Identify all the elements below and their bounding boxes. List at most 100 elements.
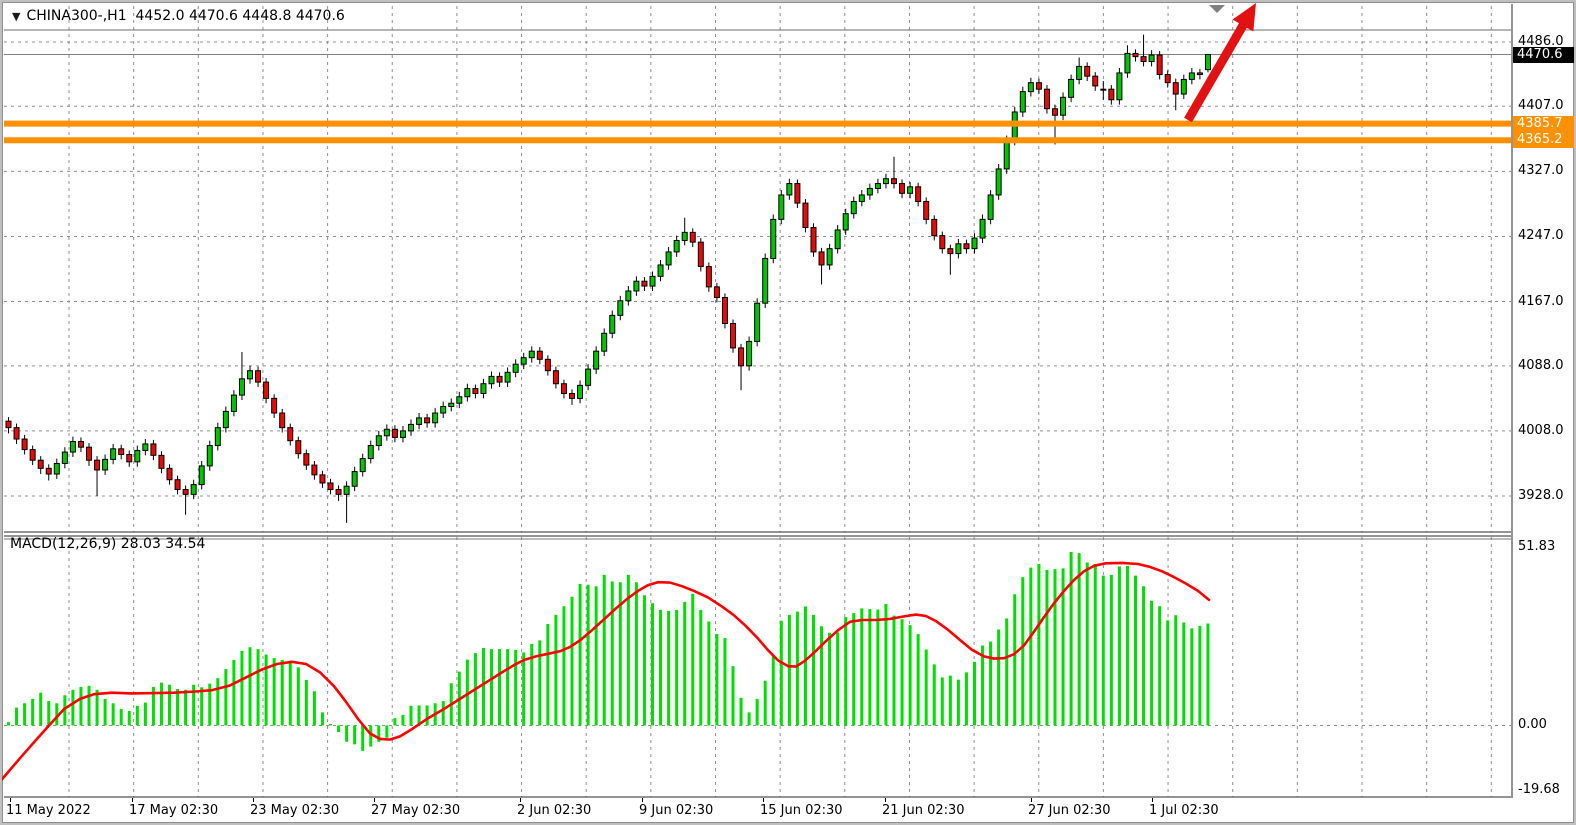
candle-body [391,428,398,438]
candle-body [367,445,374,460]
time-axis-label[interactable]: 9 Jun 02:30 [639,803,714,818]
time-axis-label[interactable]: 21 Jun 02:30 [882,803,965,818]
candle-body [802,202,809,229]
candle-body [448,402,455,408]
candle-body [552,370,559,385]
macd-histogram[interactable] [7,552,1210,751]
candle-body [456,396,463,404]
time-axis-tick [374,798,375,802]
macd-scale-max: 51.83 [1518,539,1556,554]
candle-body [408,423,414,432]
candle-body [432,412,439,424]
time-axis-tick [642,798,643,802]
candle-body [61,451,68,464]
candle-body [53,462,60,475]
candle-body [1188,72,1195,80]
candle-body [971,237,978,250]
candle-body [335,488,342,495]
candle-body [86,446,92,461]
price-axis-label: 4008.0 [1518,422,1564,438]
candle-body [319,474,326,484]
candle-body [77,440,84,448]
candle-body [440,406,447,414]
candle-body [230,394,237,412]
price-axis-label: 4407.0 [1518,98,1564,114]
time-axis-label[interactable]: 17 May 02:30 [129,803,219,818]
candle-body [512,363,519,373]
symbol-dropdown-icon[interactable]: ▼ [12,10,21,23]
resistance-level-lines[interactable] [4,120,1511,144]
candle-body [738,347,745,367]
candle-body [617,300,624,316]
candle-body [665,251,672,266]
orange-level-line[interactable] [4,137,1511,144]
candle-body [190,484,197,495]
candle-body [577,384,584,399]
candle-body [834,229,841,250]
candle-body [536,350,543,360]
time-axis-tick [1031,798,1032,802]
candle-body [657,264,664,277]
candle-body [166,467,173,481]
candle-body [271,397,278,414]
chart-canvas[interactable] [2,2,1514,825]
chart-title: ▼ CHINA300-,H1 4452.0 4470.6 4448.8 4470.… [12,8,345,24]
candle-body [279,412,286,429]
candle-body [126,454,133,463]
candle-body [327,482,334,490]
time-axis-label[interactable]: 11 May 2022 [6,803,91,818]
time-axis-label[interactable]: 1 Jul 02:30 [1149,803,1219,818]
candle-body [472,388,479,394]
candle-body [13,427,20,440]
candle-body [1204,54,1211,71]
candle-body [110,448,117,460]
candle-body [488,375,495,385]
candle-body [1100,88,1107,91]
price-axis-label: 3928.0 [1518,488,1564,503]
candle-body [713,286,720,298]
candle-body [29,449,36,461]
candle-body [746,340,753,367]
candle-body [504,371,511,383]
candle-body [609,314,616,334]
candle-body [247,370,253,380]
candle-body [5,420,12,429]
time-axis-label[interactable]: 23 May 02:30 [250,803,340,818]
candle-body [383,428,390,437]
candle-body [1068,78,1075,98]
candle-body [915,186,922,202]
time-axis-label[interactable]: 15 Jun 02:30 [760,803,843,818]
level-price-badge: 4365.2 [1513,132,1574,149]
candle-body [730,323,736,349]
candle-body [142,443,149,451]
candle-body [214,427,221,447]
candle-body [263,381,270,399]
candle-body [826,248,833,266]
macd-signal-line[interactable] [2,561,1211,781]
candle-body [649,275,656,287]
time-axis-label[interactable]: 2 Jun 02:30 [517,803,592,818]
candle-body [222,410,229,429]
candle-body [762,257,769,304]
orange-level-line[interactable] [4,120,1511,127]
level-price-badge: 4385.7 [1513,115,1574,132]
candle-body [182,488,189,495]
price-axis-label: 4167.0 [1518,293,1564,309]
ohlc-readout: 4452.0 4470.6 4448.8 4470.6 [135,8,345,24]
time-axis-tick [885,798,886,802]
macd-scale-zero: 0.00 [1518,717,1547,733]
trend-arrow[interactable] [1184,3,1256,123]
candle-body [1164,74,1171,84]
top-marker-triangle-icon[interactable] [1209,5,1225,13]
candle-body [995,168,1002,196]
current-price-badge: 4470.6 [1513,46,1574,63]
time-axis-label[interactable]: 27 May 02:30 [371,803,461,818]
candlestick-layer[interactable] [5,34,1211,523]
candle-body [198,465,205,486]
candle-body [569,392,575,399]
time-axis-tick [10,798,11,802]
time-axis-label[interactable]: 27 Jun 02:30 [1028,803,1111,818]
candle-body [158,454,165,469]
candle-body [1003,139,1010,170]
